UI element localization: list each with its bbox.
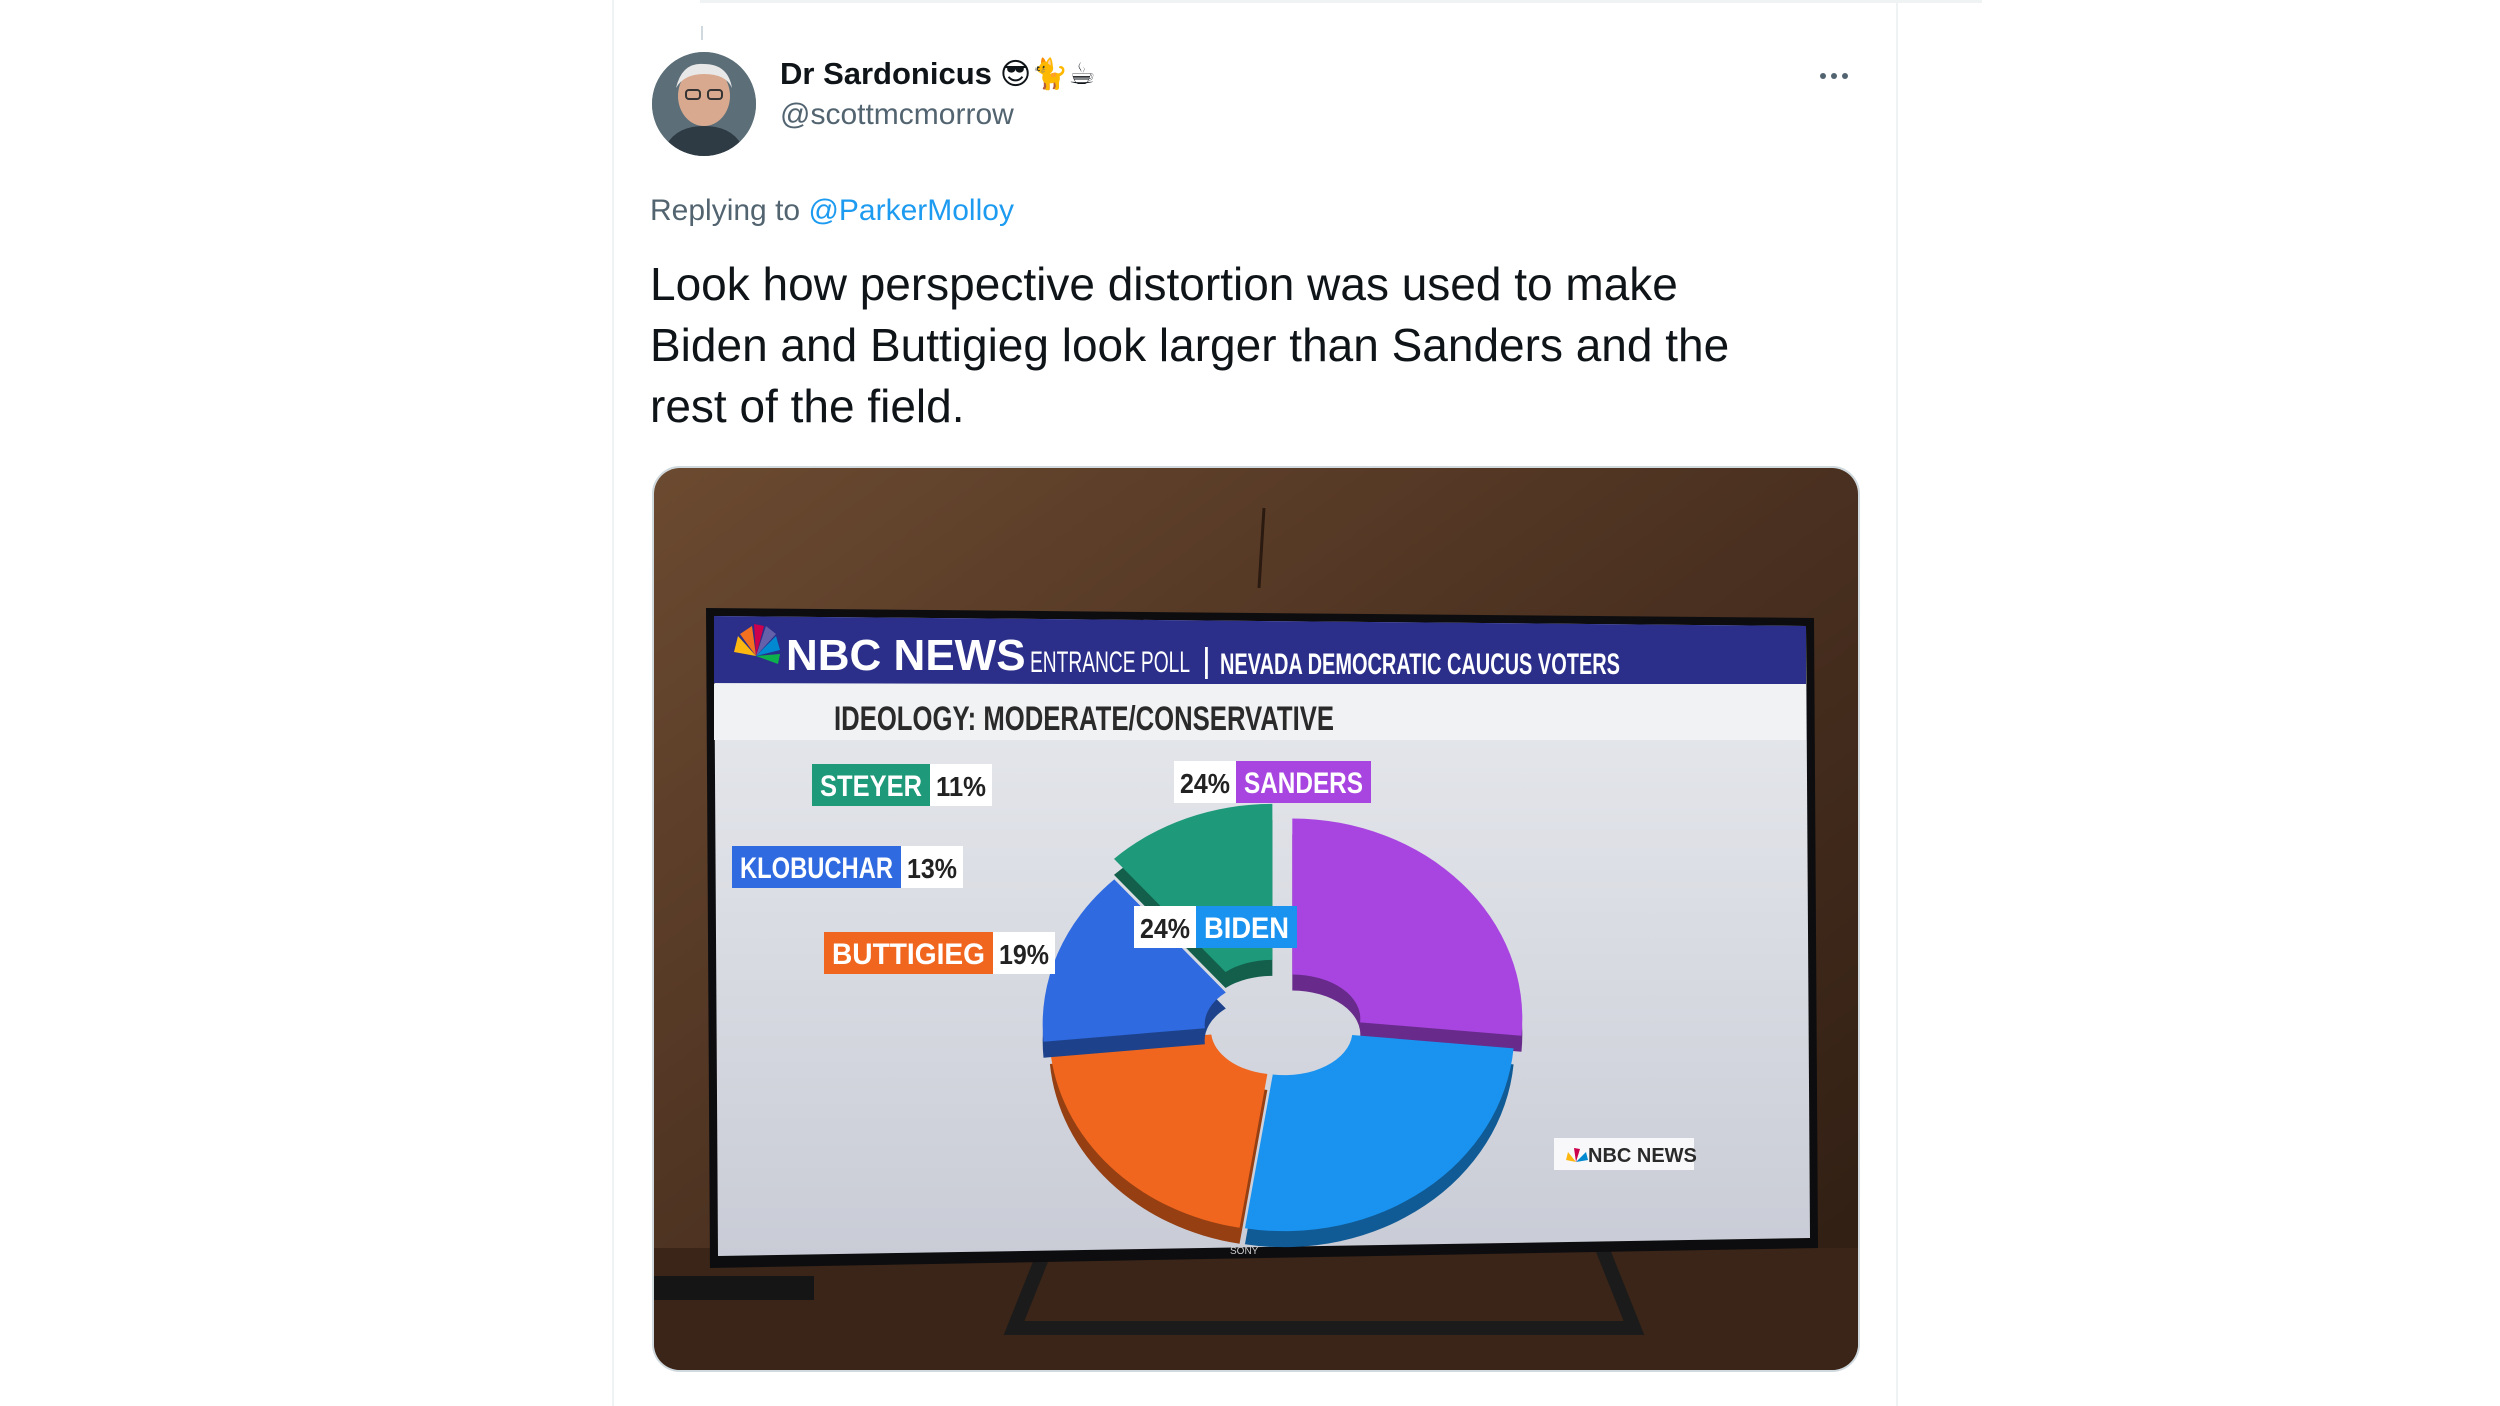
- watermark-peacock-icon: [1566, 1148, 1588, 1162]
- slice-label-name-box: [824, 932, 993, 974]
- subtitle-bar: [714, 684, 1806, 740]
- nbc-banner: [714, 616, 1806, 686]
- slice-label-name: BUTTIGIEG: [832, 938, 985, 971]
- banner-brand: NBC NEWS: [786, 631, 1026, 680]
- user-handle[interactable]: @scottmcmorrow: [780, 98, 1014, 131]
- tweet-photo[interactable]: NBC NEWS ENTRANCE POLL | NEVADA DEMOCRAT…: [652, 466, 1860, 1372]
- slice-label-value-box: [1134, 906, 1196, 948]
- chart-subtitle: IDEOLOGY: MODERATE/CONSERVATIVE: [834, 700, 1334, 738]
- slice-label-value-box: [993, 932, 1055, 974]
- tv-stand: [1003, 1225, 1645, 1335]
- slice-label-value: 13%: [907, 853, 957, 884]
- display-name-text: Dr Sardonicus: [780, 56, 992, 91]
- avatar-image: [652, 52, 756, 156]
- banner-separator: |: [1202, 642, 1211, 680]
- slice-label-name-box: [812, 764, 930, 806]
- slice-label-value: 11%: [936, 771, 986, 802]
- avatar[interactable]: [652, 52, 756, 156]
- watermark-text: NBC NEWS: [1588, 1145, 1697, 1167]
- tweet-author[interactable]: Dr Sardonicus 😎🐈☕ @scottmcmorrow: [780, 56, 1095, 132]
- display-name-emojis: 😎🐈☕: [999, 56, 1096, 92]
- pie-slice-sanders: [1292, 818, 1523, 1036]
- tv-stand-surface: [654, 1248, 1858, 1370]
- nbc-peacock-icon: [734, 624, 780, 664]
- slice-label-value-box: [901, 846, 963, 888]
- slice-label-name-box: [1236, 761, 1371, 803]
- remote-control: [654, 1276, 814, 1300]
- replying-to-mention[interactable]: @ParkerMolloy: [808, 194, 1014, 227]
- slice-label-steyer: STEYER 11%: [812, 764, 992, 806]
- pie-slice-biden: [1244, 1034, 1514, 1232]
- tv-photo: NBC NEWS ENTRANCE POLL | NEVADA DEMOCRAT…: [654, 468, 1858, 1370]
- slice-label-biden: BIDEN 24%: [1134, 906, 1297, 948]
- banner-poll-label: ENTRANCE POLL: [1030, 646, 1190, 679]
- slice-label-klobuchar: KLOBUCHAR 13%: [732, 846, 963, 888]
- pie-slice-buttigieg: [1049, 1034, 1268, 1228]
- slice-label-value: 19%: [999, 939, 1049, 970]
- slice-label-name: STEYER: [820, 770, 922, 803]
- banner-poll-subject: NEVADA DEMOCRATIC CAUCUS VOTERS: [1220, 648, 1620, 681]
- slice-label-name: BIDEN: [1204, 912, 1289, 945]
- slice-label-value-box: [1174, 761, 1236, 803]
- slice-label-name-box: [732, 846, 901, 888]
- tv-brand-logo: SONY: [1230, 1246, 1259, 1257]
- cable: [1257, 507, 1266, 589]
- slice-label-name: SANDERS: [1244, 767, 1363, 800]
- thread-divider: [700, 0, 1982, 3]
- slice-label-name-box: [1196, 906, 1297, 948]
- slice-label-value: 24%: [1180, 768, 1230, 799]
- slice-label-buttigieg: BUTTIGIEG 19%: [824, 932, 1055, 974]
- thread-connector: [701, 26, 703, 40]
- tweet-column: Dr Sardonicus 😎🐈☕ @scottmcmorrow Replyin…: [612, 0, 1982, 1406]
- tweet-text: Look how perspective distortion was used…: [650, 258, 1730, 432]
- pie-chart: SANDERS 24% BIDEN 24% BUTTIGIEG 19% KLOBUCHAR 1…: [732, 761, 1523, 1248]
- pie-slice-klobuchar: [1042, 879, 1226, 1042]
- replying-to-line: Replying to @ParkerMolloy: [650, 194, 1014, 228]
- slice-label-value-box: [930, 764, 992, 806]
- slice-label-value: 24%: [1140, 913, 1190, 944]
- replying-to-prefix: Replying to: [650, 194, 801, 227]
- more-options-icon[interactable]: [1820, 64, 1860, 88]
- slice-label-name: KLOBUCHAR: [740, 852, 893, 885]
- display-name[interactable]: Dr Sardonicus 😎🐈☕: [780, 56, 1095, 92]
- slice-label-sanders: SANDERS 24%: [1174, 761, 1371, 803]
